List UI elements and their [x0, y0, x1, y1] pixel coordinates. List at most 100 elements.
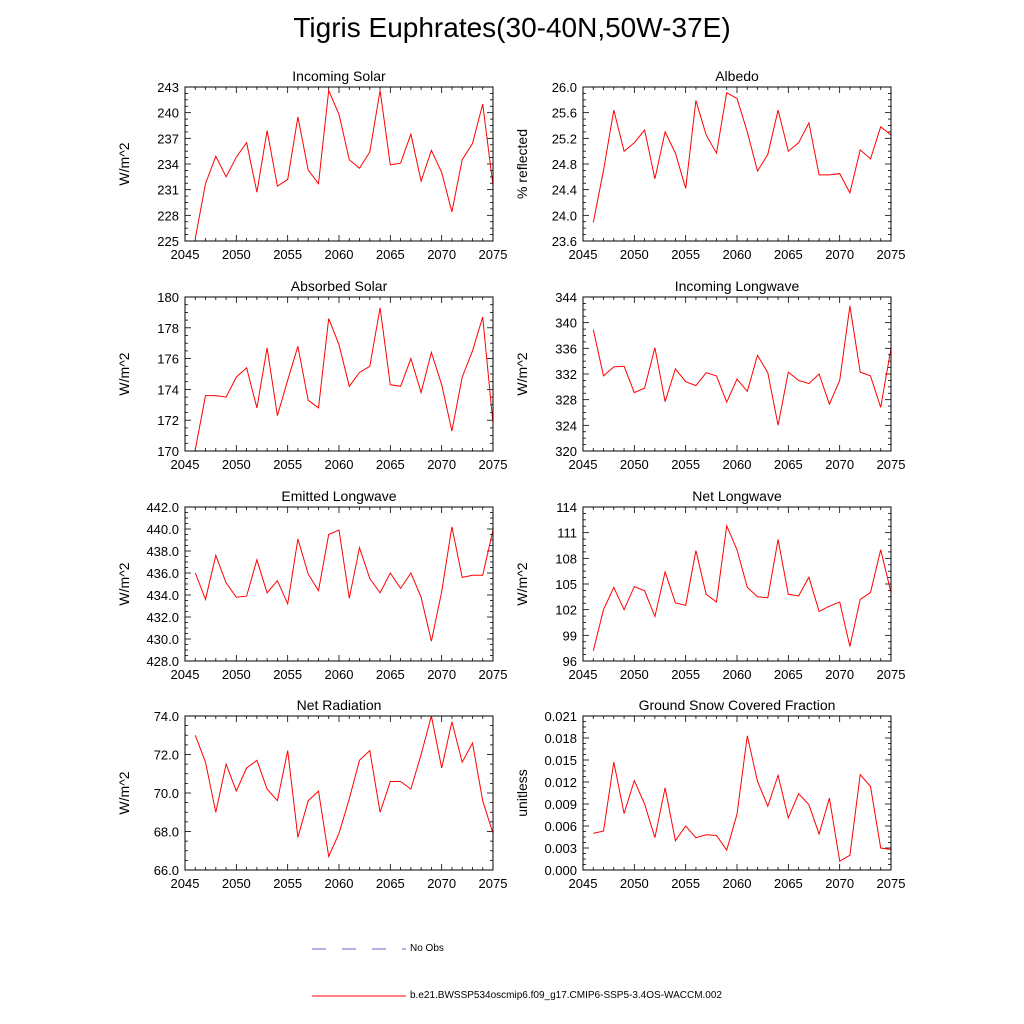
y-tick-label: 320: [555, 444, 577, 459]
x-tick-label: 2060: [723, 667, 752, 682]
panel-title: Net Radiation: [297, 697, 382, 713]
x-tick-label: 2060: [325, 667, 354, 682]
x-tick-label: 2065: [774, 247, 803, 262]
x-tick-label: 2075: [479, 457, 508, 472]
y-tick-label: 234: [157, 157, 179, 172]
y-tick-label: 25.2: [552, 131, 577, 146]
y-tick-label: 0.015: [544, 753, 577, 768]
y-tick-label: 243: [157, 80, 179, 95]
x-tick-label: 2070: [427, 457, 456, 472]
x-tick-label: 2060: [723, 876, 752, 891]
y-tick-label: 72.0: [154, 748, 179, 763]
y-tick-label: 114: [556, 500, 577, 515]
x-tick-label: 2065: [376, 876, 405, 891]
x-tick-label: 2065: [376, 667, 405, 682]
x-tick-label: 2050: [620, 876, 649, 891]
y-tick-label: 0.003: [544, 841, 577, 856]
y-tick-label: 0.021: [544, 709, 577, 724]
y-tick-label: 26.0: [552, 80, 577, 95]
y-tick-label: 428.0: [146, 654, 179, 669]
y-axis-label: W/m^2: [116, 142, 132, 185]
x-tick-label: 2050: [620, 247, 649, 262]
y-tick-label: 25.6: [552, 106, 577, 121]
panel-title: Net Longwave: [692, 488, 782, 504]
plot-frame: [184, 715, 494, 871]
legend: [312, 948, 406, 997]
panel-2: Absorbed Solar W/m^2 2045 2050 2055 2060 2065 2…: [116, 278, 507, 472]
y-tick-label: 332: [555, 367, 577, 382]
y-tick-label: 111: [557, 526, 577, 541]
y-axis-label: W/m^2: [116, 562, 132, 605]
y-axis-label: unitless: [514, 769, 530, 816]
plot-frame: [582, 86, 892, 242]
plot-frame: [582, 715, 892, 871]
y-axis-label: W/m^2: [514, 562, 530, 605]
panel-title: Incoming Solar: [292, 68, 386, 84]
y-tick-label: 24.0: [552, 208, 577, 223]
x-tick-label: 2055: [273, 876, 302, 891]
y-tick-label: 23.6: [552, 234, 577, 249]
x-tick-label: 2075: [877, 876, 906, 891]
y-tick-label: 440.0: [146, 522, 179, 537]
y-tick-label: 0.018: [544, 731, 577, 746]
series-line: [592, 92, 892, 223]
y-tick-label: 178: [157, 321, 179, 336]
y-tick-label: 170: [157, 444, 179, 459]
x-tick-label: 2055: [273, 247, 302, 262]
x-tick-label: 2060: [325, 457, 354, 472]
y-tick-label: 102: [555, 603, 577, 618]
x-tick-label: 2050: [222, 667, 251, 682]
panel-title: Emitted Longwave: [281, 488, 396, 504]
x-tick-label: 2070: [427, 667, 456, 682]
x-tick-label: 2065: [774, 457, 803, 472]
y-tick-label: 74.0: [154, 709, 179, 724]
x-tick-label: 2050: [222, 247, 251, 262]
y-tick-label: 0.009: [544, 797, 577, 812]
x-tick-label: 2065: [774, 876, 803, 891]
series-line: [194, 526, 494, 642]
y-tick-label: 231: [157, 183, 179, 198]
y-tick-label: 0.012: [544, 775, 577, 790]
x-tick-label: 2055: [273, 667, 302, 682]
x-tick-label: 2070: [825, 247, 854, 262]
plot-frame: [184, 86, 494, 242]
panel-3: Incoming Longwave W/m^2 2045 2050 2055 2060 20…: [514, 278, 905, 472]
figure-title: Tigris Euphrates(30-40N,50W-37E): [293, 12, 731, 43]
y-tick-label: 172: [157, 413, 179, 428]
y-tick-label: 68.0: [154, 825, 179, 840]
y-axis-label: W/m^2: [514, 352, 530, 395]
x-tick-label: 2070: [825, 876, 854, 891]
x-tick-label: 2060: [325, 876, 354, 891]
series-line: [194, 715, 494, 859]
x-tick-label: 2060: [723, 457, 752, 472]
y-tick-label: 240: [157, 106, 179, 121]
y-tick-label: 442.0: [146, 500, 179, 515]
x-tick-label: 2055: [671, 457, 700, 472]
x-tick-label: 2050: [620, 667, 649, 682]
x-tick-label: 2055: [671, 247, 700, 262]
x-tick-label: 2060: [723, 247, 752, 262]
panel-0: Incoming Solar W/m^2 2045 2050 2055 2060 2065 2…: [116, 68, 507, 262]
x-tick-label: 2075: [877, 667, 906, 682]
legend-model-label: b.e21.BWSSP534oscmip6.f09_g17.CMIP6-SSP5…: [410, 990, 722, 1001]
panel-7: Ground Snow Covered Fraction unitless 2045…: [514, 697, 905, 891]
panel-title: Albedo: [715, 68, 759, 84]
series-line: [194, 307, 494, 450]
x-tick-label: 2070: [427, 247, 456, 262]
x-tick-label: 2060: [325, 247, 354, 262]
panel-1: Albedo % reflected 2045 2050 2055 2060 2065 207…: [514, 68, 905, 262]
panel-4: Emitted Longwave W/m^2 2045 2050 2055 2060 206…: [116, 488, 507, 682]
y-tick-label: 24.4: [552, 183, 577, 198]
y-tick-label: 434.0: [146, 588, 179, 603]
y-tick-label: 0.006: [544, 819, 577, 834]
y-tick-label: 96: [563, 654, 577, 669]
y-tick-label: 237: [157, 131, 179, 146]
x-tick-label: 2045: [171, 876, 200, 891]
x-tick-label: 2045: [569, 876, 598, 891]
x-tick-label: 2045: [569, 667, 598, 682]
series-line: [592, 305, 892, 426]
x-tick-label: 2075: [479, 247, 508, 262]
x-tick-label: 2055: [671, 876, 700, 891]
panel-6: Net Radiation W/m^2 2045 2050 2055 2060 2065 20…: [116, 697, 507, 891]
